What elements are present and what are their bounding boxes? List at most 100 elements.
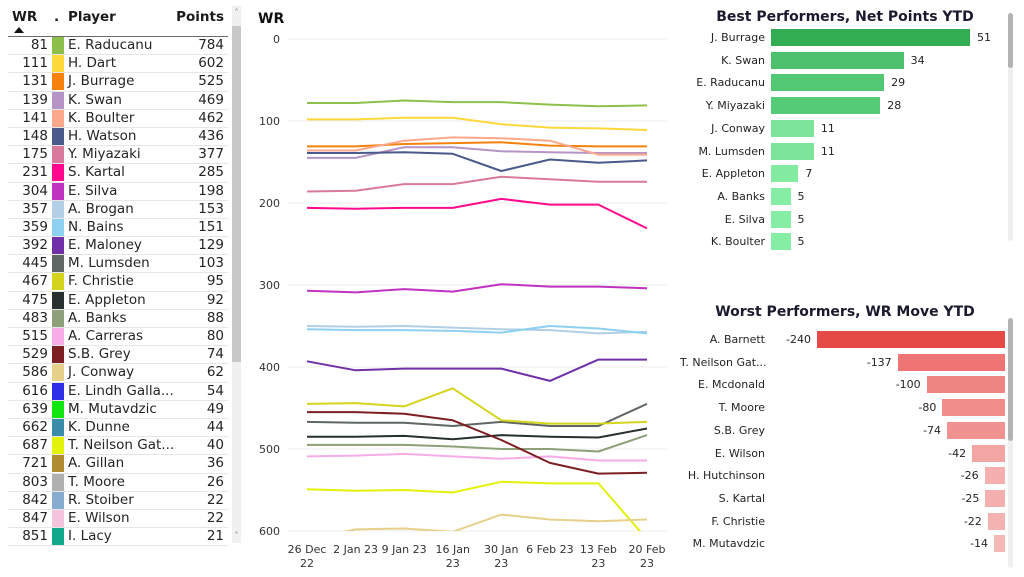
series-line-j-burrage[interactable]: [307, 141, 647, 148]
bar[interactable]: [771, 187, 791, 205]
table-row[interactable]: 847 E. Wilson 22: [8, 509, 228, 529]
bar[interactable]: [987, 512, 1005, 530]
series-line-m-lumsden[interactable]: [306, 402, 648, 427]
series-line-a-carreras[interactable]: [306, 452, 647, 462]
bar-category-label: K. Boulter: [710, 235, 765, 249]
series-line-e-raducanu[interactable]: [307, 99, 648, 108]
table-row[interactable]: 392 E. Maloney 129: [8, 237, 228, 256]
table-row[interactable]: 359 N. Bains 151: [8, 218, 228, 238]
bar[interactable]: [771, 142, 814, 160]
series-line-s-kartal[interactable]: [306, 197, 648, 230]
column-header-color[interactable]: .: [54, 9, 60, 25]
bar-category-label: E. Wilson: [714, 446, 765, 460]
table-row[interactable]: 467 F. Christie 95: [8, 273, 228, 292]
bar[interactable]: [897, 353, 1005, 371]
series-line-n-bains[interactable]: [306, 325, 648, 335]
table-row[interactable]: 131 J. Burrage 525: [8, 73, 228, 92]
bar[interactable]: [771, 29, 970, 46]
column-header-points[interactable]: Points: [176, 9, 224, 25]
table-row[interactable]: 851 I. Lacy 21: [8, 528, 228, 547]
table-row[interactable]: 141 K. Boulter 462: [8, 109, 228, 128]
bar[interactable]: [926, 376, 1005, 394]
player-color-swatch: [52, 491, 64, 509]
column-header-wr[interactable]: WR: [12, 9, 38, 25]
chevron-down-icon[interactable]: ˅: [234, 531, 239, 540]
bar[interactable]: [771, 165, 799, 183]
table-row[interactable]: 445 M. Lumsden 103: [8, 255, 228, 274]
chevron-up-icon[interactable]: ˄: [234, 8, 239, 17]
table-header: WR . Player Points: [8, 4, 228, 37]
bar-value-label: 28: [887, 99, 902, 113]
table-row[interactable]: 842 R. Stoiber 22: [8, 491, 228, 510]
bar[interactable]: [771, 210, 791, 228]
table-scrollbar-thumb[interactable]: [232, 26, 241, 362]
y-tick-label: 100: [259, 115, 280, 128]
series-line-j-conway[interactable]: [307, 513, 648, 540]
series-line-a-banks[interactable]: [307, 434, 648, 453]
table-row[interactable]: 687 T. Neilson Gat... 40: [8, 437, 228, 456]
cell-player: E. Lindh Galla...: [68, 382, 174, 399]
table-row[interactable]: 529 S.B. Grey 74: [8, 346, 228, 365]
series-line-e-appleton[interactable]: [307, 427, 648, 441]
bar-value-label: 5: [797, 212, 805, 226]
sort-ascending-icon[interactable]: [14, 27, 24, 33]
series-line-h-watson[interactable]: [307, 151, 648, 172]
bar[interactable]: [771, 119, 814, 137]
table-row[interactable]: 803 T. Moore 26: [8, 473, 228, 492]
column-header-player[interactable]: Player: [68, 9, 116, 25]
series-line-e-silva[interactable]: [306, 283, 648, 294]
worst-performers-scrollbar-thumb[interactable]: [1008, 318, 1013, 441]
series-line-e-maloney[interactable]: [306, 358, 647, 382]
table-row[interactable]: 357 A. Brogan 153: [8, 200, 228, 219]
series-line-h-dart[interactable]: [307, 116, 648, 131]
bar[interactable]: [972, 444, 1005, 462]
table-row[interactable]: 639 M. Mutavdzic 49: [8, 400, 228, 419]
player-color-swatch: [52, 91, 64, 109]
series-line-t-neilson-gatenby[interactable]: [306, 480, 647, 539]
table-row[interactable]: 662 K. Dunne 44: [8, 418, 228, 438]
bar[interactable]: [771, 51, 904, 69]
x-tick-label: 6 Feb 23: [526, 543, 573, 556]
series-line-a-brogan[interactable]: [306, 325, 648, 335]
bar[interactable]: [994, 535, 1005, 553]
bar-value-label: -74: [923, 423, 942, 437]
series-line-s-b-grey[interactable]: [307, 411, 648, 475]
table-row[interactable]: 139 K. Swan 469: [8, 91, 228, 110]
series-line-k-boulter[interactable]: [307, 136, 647, 156]
bar-category-label: E. Raducanu: [696, 76, 765, 90]
bar[interactable]: [817, 331, 1005, 348]
bar[interactable]: [771, 74, 885, 92]
worst-performers-scrollbar[interactable]: [1008, 318, 1013, 568]
y-tick-label: 400: [259, 361, 280, 374]
bar[interactable]: [942, 399, 1005, 417]
bar[interactable]: [771, 97, 881, 115]
table-row[interactable]: 304 E. Silva 198: [8, 182, 228, 201]
bar-category-label: Y. Miyazaki: [705, 99, 765, 113]
table-scrollbar[interactable]: ˄ ˅: [232, 6, 241, 543]
table-row[interactable]: 175 Y. Miyazaki 377: [8, 146, 228, 165]
table-row[interactable]: 81 E. Raducanu 784: [8, 37, 228, 56]
bar[interactable]: [771, 233, 791, 251]
table-row[interactable]: 231 S. Kartal 285: [8, 164, 228, 183]
series-line-y-miyazaki[interactable]: [306, 175, 647, 193]
series-line-f-christie[interactable]: [306, 387, 648, 425]
table-row[interactable]: 616 E. Lindh Galla... 54: [8, 382, 228, 401]
cell-points: 44: [206, 418, 224, 435]
table-row[interactable]: 111 H. Dart 602: [8, 55, 228, 74]
cell-player: N. Bains: [68, 218, 124, 235]
table-row[interactable]: 721 A. Gillan 36: [8, 455, 228, 474]
cell-player: A. Brogan: [68, 200, 134, 217]
player-color-swatch: [52, 400, 64, 418]
table-row[interactable]: 148 H. Watson 436: [8, 127, 228, 147]
player-color-swatch: [52, 73, 64, 91]
best-performers-scrollbar[interactable]: [1008, 13, 1013, 241]
table-row[interactable]: 475 E. Appleton 92: [8, 291, 228, 310]
bar[interactable]: [947, 421, 1005, 439]
bar[interactable]: [984, 467, 1005, 485]
cell-points: 377: [198, 146, 224, 163]
table-row[interactable]: 515 A. Carreras 80: [8, 328, 228, 347]
table-row[interactable]: 483 A. Banks 88: [8, 309, 228, 328]
bar[interactable]: [985, 489, 1005, 507]
table-row[interactable]: 586 J. Conway 62: [8, 364, 228, 383]
best-performers-scrollbar-thumb[interactable]: [1008, 13, 1013, 68]
